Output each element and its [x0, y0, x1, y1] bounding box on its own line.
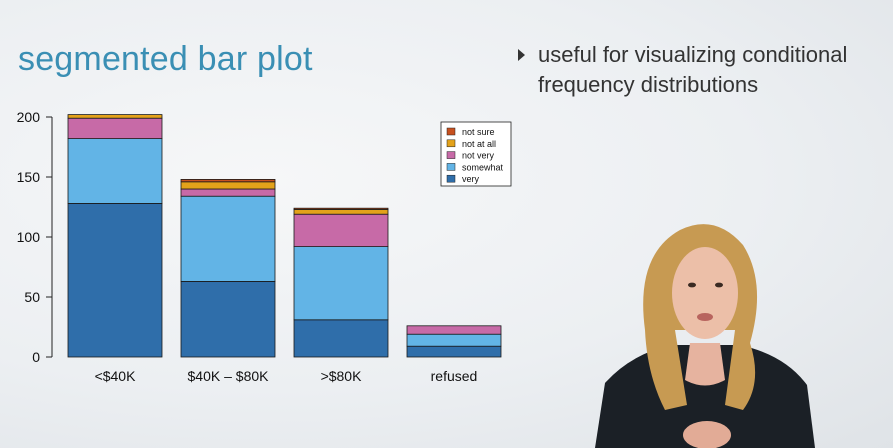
bullet-text: useful for visualizing conditional frequ…	[538, 42, 848, 97]
presenter-jacket	[595, 345, 815, 448]
presenter-eye-left	[688, 282, 696, 288]
presenter-neck	[685, 343, 725, 386]
legend-swatch	[446, 139, 456, 148]
legend-swatch	[446, 174, 456, 183]
legend-swatch	[446, 163, 456, 171]
legend-label: not at all	[462, 139, 496, 149]
bar-segment	[293, 209, 389, 215]
bar-segment	[293, 319, 389, 358]
x-axis-labels: <$40K $40K – $80K >$80K refused	[95, 368, 478, 384]
bar-segment	[180, 181, 276, 190]
bar-segment	[67, 203, 163, 358]
x-category-label: >$80K	[321, 368, 363, 384]
bar-segment	[180, 195, 276, 282]
y-tick-label: 50	[24, 289, 40, 305]
slide-title: segmented bar plot	[18, 40, 313, 78]
x-category-label: refused	[431, 368, 478, 384]
bar-segment	[180, 280, 276, 358]
x-category-label: <$40K	[95, 368, 137, 384]
bar-segment	[293, 207, 389, 210]
bar-segment	[67, 117, 163, 140]
bar-segment	[180, 179, 276, 183]
presenter-video-figure	[595, 224, 815, 448]
bar-segment	[406, 345, 502, 358]
segmented-bar-chart: 0 50 100 150 200 <$40K $40K – $80K >$80K refuse…	[17, 109, 512, 384]
x-category-label: $40K – $80K	[188, 368, 270, 384]
legend-label: somewhat	[462, 162, 504, 172]
legend-swatch	[446, 151, 456, 159]
legend-label: very	[462, 174, 480, 184]
legend-label: not sure	[462, 127, 495, 137]
legend-swatch	[446, 127, 456, 136]
presenter-face	[672, 247, 738, 339]
bar-segment	[406, 333, 502, 347]
bar-segment	[293, 246, 389, 321]
bar-segment	[293, 213, 389, 247]
presenter-hands	[683, 421, 731, 448]
bar-segment	[180, 188, 276, 197]
presenter-mouth	[697, 313, 713, 321]
bullet-point: useful for visualizing conditional frequ…	[518, 40, 880, 100]
y-tick-label: 200	[17, 109, 41, 125]
y-tick-label: 150	[17, 169, 41, 185]
y-tick-label: 0	[32, 349, 40, 365]
legend-label: not very	[462, 151, 495, 161]
bar-segment	[67, 114, 163, 119]
bullet-triangle-icon	[518, 49, 525, 61]
bar-area	[67, 114, 502, 358]
bar-segment	[406, 325, 502, 335]
presenter-eye-right	[715, 282, 723, 288]
y-axis: 0 50 100 150 200	[17, 109, 53, 365]
y-tick-label: 100	[17, 229, 41, 245]
bar-segment	[67, 138, 163, 204]
